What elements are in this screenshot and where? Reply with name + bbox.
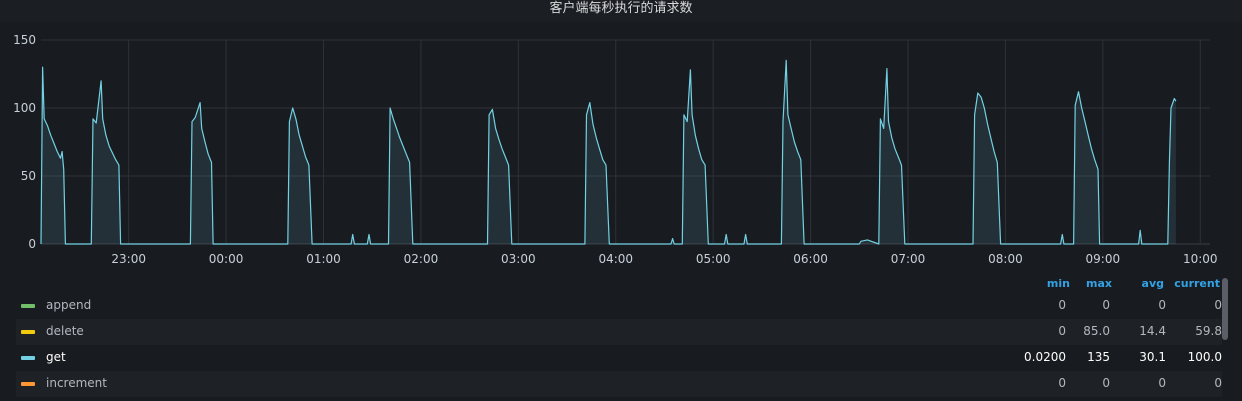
series-line-get — [40, 59, 1177, 245]
legend-header-current[interactable]: current — [1174, 277, 1220, 290]
x-tick-label: 05:00 — [696, 252, 731, 266]
legend-row-delete[interactable]: delete 0 85.0 14.4 59.8 — [16, 319, 1222, 345]
x-tick-label: 03:00 — [501, 252, 536, 266]
series-area-get — [41, 60, 1176, 245]
x-tick-label: 00:00 — [209, 252, 244, 266]
x-axis: 23:00 00:00 01:00 02:00 03:00 04:00 05:00 06:00… — [111, 252, 1217, 266]
legend-row-append[interactable]: append 0 0 0 0 — [16, 293, 1222, 319]
series-color-swatch[interactable] — [21, 304, 35, 308]
y-tick-label: 100 — [13, 101, 36, 115]
legend-value-current: 100.0 — [1187, 350, 1222, 364]
legend: min max avg current append 0 0 0 0 delet… — [0, 272, 1242, 401]
legend-series-name[interactable]: get — [46, 350, 66, 364]
legend-value-max: 135 — [1087, 350, 1110, 364]
legend-header-max[interactable]: max — [1086, 277, 1112, 290]
chart-grid — [41, 39, 1210, 245]
legend-value-max: 0 — [1102, 376, 1110, 390]
legend-value-avg: 30.1 — [1139, 350, 1166, 364]
x-tick-label: 04:00 — [598, 252, 633, 266]
x-tick-label: 01:00 — [306, 252, 341, 266]
legend-series-name[interactable]: delete — [46, 324, 84, 338]
legend-value-min: 0 — [1058, 376, 1066, 390]
series-color-swatch[interactable] — [21, 356, 35, 360]
x-tick-label: 09:00 — [1086, 252, 1121, 266]
panel-title[interactable]: 客户端每秒执行的请求数 — [0, 0, 1242, 22]
legend-value-min: 0 — [1058, 298, 1066, 312]
legend-value-min: 0 — [1058, 324, 1066, 338]
legend-value-max: 85.0 — [1083, 324, 1110, 338]
y-axis: 0 50 100 150 — [13, 33, 36, 251]
y-tick-label: 150 — [13, 33, 36, 47]
legend-value-avg: 0 — [1158, 298, 1166, 312]
legend-series-name[interactable]: append — [46, 298, 92, 312]
series-color-swatch[interactable] — [21, 382, 35, 386]
legend-value-current: 59.8 — [1195, 324, 1222, 338]
legend-row-get[interactable]: get 0.0200 135 30.1 100.0 — [16, 345, 1222, 371]
x-tick-label: 02:00 — [404, 252, 439, 266]
x-tick-label: 07:00 — [891, 252, 926, 266]
chart-plot: 0 50 100 150 23:00 00:00 01:00 02:00 03:00 04:00… — [13, 33, 1217, 266]
legend-value-current: 0 — [1214, 298, 1222, 312]
y-tick-label: 0 — [28, 237, 36, 251]
legend-series-name[interactable]: increment — [46, 376, 107, 390]
y-tick-label: 50 — [21, 169, 36, 183]
legend-value-min: 0.0200 — [1024, 350, 1066, 364]
x-tick-label: 10:00 — [1183, 252, 1218, 266]
legend-header-avg[interactable]: avg — [1141, 277, 1164, 290]
legend-value-avg: 14.4 — [1139, 324, 1166, 338]
x-tick-label: 06:00 — [793, 252, 828, 266]
x-tick-label: 08:00 — [988, 252, 1023, 266]
x-tick-label: 23:00 — [111, 252, 146, 266]
legend-header-min[interactable]: min — [1046, 277, 1070, 290]
series-color-swatch[interactable] — [21, 330, 35, 334]
legend-scrollbar[interactable] — [1222, 278, 1228, 340]
legend-value-max: 0 — [1102, 298, 1110, 312]
series-layer — [40, 59, 1177, 245]
legend-row-increment[interactable]: increment 0 0 0 0 — [16, 371, 1222, 397]
legend-value-avg: 0 — [1158, 376, 1166, 390]
legend-value-current: 0 — [1214, 376, 1222, 390]
